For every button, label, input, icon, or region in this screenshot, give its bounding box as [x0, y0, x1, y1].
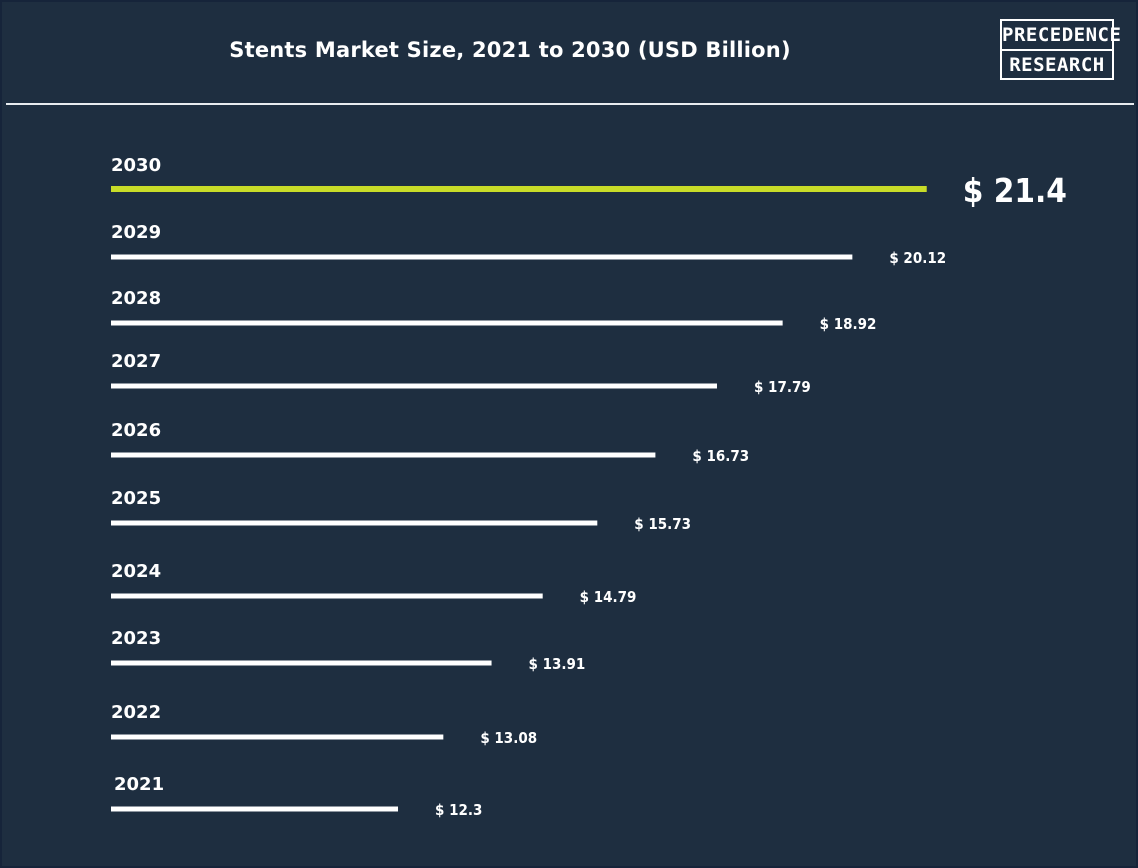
value-label-2028: $ 18.92 — [820, 315, 877, 333]
value-label-2029: $ 20.12 — [889, 249, 946, 267]
bar-2024 — [111, 593, 543, 599]
header-divider — [6, 103, 1134, 105]
bar-2026 — [111, 452, 656, 458]
bar-2021 — [111, 806, 399, 812]
logo-line-2: RESEARCH — [1009, 54, 1105, 76]
value-label-2024: $ 14.79 — [580, 588, 637, 606]
year-label-2022: 2022 — [111, 702, 161, 723]
value-label-2027: $ 17.79 — [754, 378, 811, 396]
year-label-2027: 2027 — [111, 351, 161, 372]
year-label-2029: 2029 — [111, 222, 161, 243]
chart-title: Stents Market Size, 2021 to 2030 (USD Bi… — [229, 38, 791, 62]
year-label-2030: 2030 — [111, 155, 161, 176]
value-label-2030: $ 21.4 — [963, 171, 1067, 210]
bar-2023 — [111, 660, 492, 666]
precedence-research-logo: PRECEDENCE RESEARCH — [1000, 19, 1121, 80]
logo-line-1: PRECEDENCE — [1002, 21, 1121, 51]
year-label-2025: 2025 — [111, 488, 161, 509]
value-label-2022: $ 13.08 — [480, 729, 537, 747]
year-label-2026: 2026 — [111, 420, 161, 441]
value-label-2025: $ 15.73 — [634, 515, 691, 533]
bar-2028 — [111, 320, 783, 326]
value-label-2021: $ 12.3 — [435, 801, 482, 819]
year-label-2023: 2023 — [111, 628, 161, 649]
bar-2022 — [111, 734, 444, 740]
bar-2029 — [111, 254, 853, 260]
year-label-2028: 2028 — [111, 288, 161, 309]
bar-2027 — [111, 383, 717, 389]
value-label-2023: $ 13.91 — [529, 655, 586, 673]
bar-2030 — [111, 186, 927, 192]
bar-2025 — [111, 520, 598, 526]
value-label-2026: $ 16.73 — [692, 447, 749, 465]
year-label-2024: 2024 — [111, 561, 161, 582]
year-label-2021: 2021 — [114, 774, 164, 795]
